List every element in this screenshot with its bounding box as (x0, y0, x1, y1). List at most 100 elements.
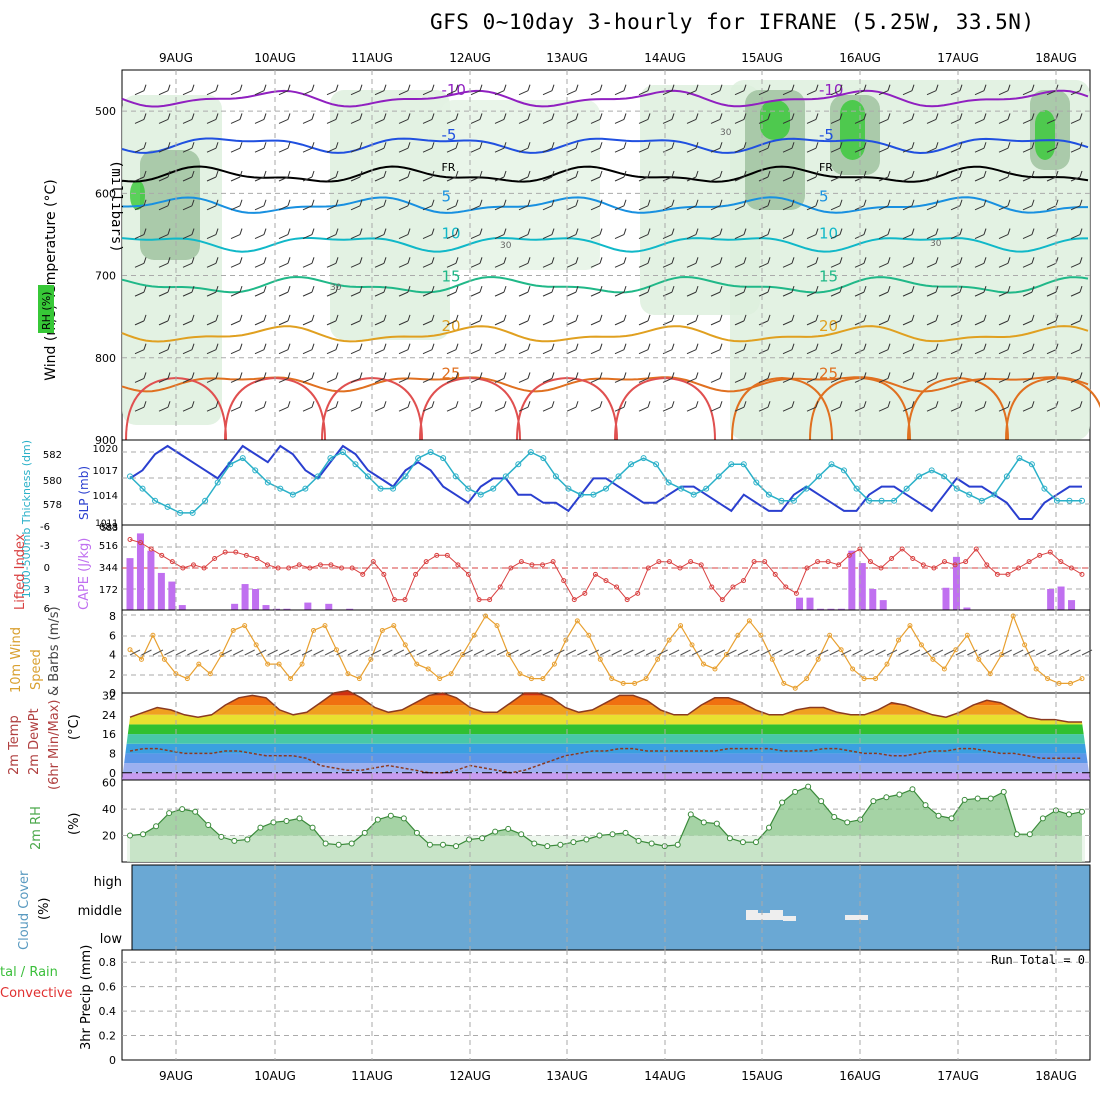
wind-barb-flag (191, 372, 195, 379)
rh2m-point (348, 840, 355, 847)
wind-barb (590, 176, 601, 182)
wind-barb (806, 176, 817, 182)
wind-barb-flag (575, 113, 579, 120)
wind-barb-flag (263, 142, 267, 149)
temp2m-tick: 16 (102, 728, 116, 741)
wind-barb-flag (191, 401, 195, 408)
wind-barb (614, 349, 625, 355)
wind-barb (734, 262, 745, 268)
wind-barb (398, 349, 409, 355)
wind-barb-flag (719, 343, 723, 350)
isotherm-label: 25 (819, 364, 838, 382)
wind-barb (1022, 377, 1033, 383)
wind-barb (422, 406, 433, 412)
cape-bar (952, 556, 960, 610)
wind-barb (158, 291, 169, 297)
li-point (698, 562, 704, 568)
wind-barb-flag (431, 285, 435, 293)
wind-barb (158, 118, 169, 124)
precip-tick: 0.8 (99, 956, 117, 969)
wind-barb-flag (599, 314, 603, 322)
wind10-barb (393, 649, 405, 656)
wind-barb (302, 406, 313, 412)
wind-barb (710, 377, 721, 383)
li-point (476, 597, 482, 603)
date-label-top: 9AUG (159, 51, 193, 65)
rh2m-point (166, 810, 173, 817)
wind10-barb (301, 649, 313, 656)
wind-barb-flag (311, 401, 315, 408)
thickness-point (1079, 497, 1085, 504)
wind-barb (470, 349, 481, 355)
wind-barb (1046, 406, 1057, 412)
wind10-point (414, 661, 420, 667)
wind-barb-flag (383, 257, 387, 264)
wind-barb (494, 349, 505, 355)
wind-barb-flag (431, 142, 435, 149)
date-label-top: 17AUG (937, 51, 979, 65)
wind-barb-flag (911, 401, 915, 408)
wind-barb (398, 320, 409, 326)
wind-barb-flag (767, 170, 771, 178)
li-point (730, 584, 736, 590)
rh2m-point (492, 828, 499, 835)
thickness-point (264, 479, 271, 486)
wind-barb (734, 147, 745, 153)
wind-barb (446, 234, 457, 240)
wind-barb-flag (719, 314, 723, 322)
wind-barb-flag (479, 372, 483, 379)
wind-barb (182, 291, 193, 297)
thickness-point (690, 491, 697, 498)
wind-barb (158, 320, 169, 326)
cloud-gap (770, 910, 783, 920)
cape-bar (1068, 600, 1076, 610)
wind-barb (254, 377, 265, 383)
wind-barb-flag (407, 199, 411, 206)
rh2m-point (361, 829, 368, 836)
wind-barb-flag (887, 314, 891, 322)
wind-barb (158, 262, 169, 268)
wind-barb-flag (335, 314, 339, 322)
wind-barb-flag (503, 285, 507, 293)
pressure-tick: 700 (95, 270, 116, 283)
wind-barb-flag (935, 142, 939, 149)
rh2m-point (870, 798, 877, 805)
thickness-point (515, 461, 522, 468)
wind-barb (1046, 291, 1057, 297)
wind-barb-flag (479, 401, 483, 408)
wind-barb (494, 118, 505, 124)
wind10-barb (1081, 649, 1093, 656)
wind-barb-flag (527, 343, 531, 350)
wind-barb (638, 118, 649, 124)
wind-barb-flag (1007, 199, 1011, 206)
wind-barb (182, 118, 193, 124)
pressure-tick: 500 (95, 105, 116, 118)
wind-barb (278, 176, 289, 182)
wind-barb-flag (719, 142, 723, 149)
thickness-point (790, 497, 797, 504)
wind10-point (242, 623, 248, 629)
wind-barb (830, 406, 841, 412)
wind-barb (1070, 320, 1081, 326)
wind-barb-flag (1079, 170, 1083, 178)
wind-barb (302, 291, 313, 297)
thickness-point (653, 461, 660, 468)
thickness-tick: 580 (43, 476, 62, 487)
wind-barb-flag (191, 257, 195, 264)
thickness-point (1041, 485, 1048, 492)
wind-barb-flag (743, 343, 747, 350)
wind-barb-flag (983, 343, 987, 350)
wind-barb (518, 118, 529, 124)
wind-barb (542, 176, 553, 182)
wind-barb-flag (503, 372, 507, 379)
cape-tick: 688 (99, 522, 118, 533)
wind-barb-flag (743, 142, 747, 149)
wind-barb (422, 176, 433, 182)
wind-barb (446, 349, 457, 355)
wind-barb (950, 147, 961, 153)
wind10-point (345, 671, 351, 677)
cloud-unit: (%) (37, 898, 52, 921)
wind10-point (425, 666, 431, 672)
thickness-point (152, 497, 159, 504)
thickness-point (189, 509, 196, 516)
